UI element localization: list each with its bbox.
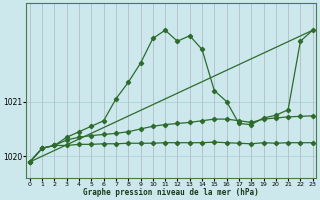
X-axis label: Graphe pression niveau de la mer (hPa): Graphe pression niveau de la mer (hPa) (84, 188, 259, 197)
